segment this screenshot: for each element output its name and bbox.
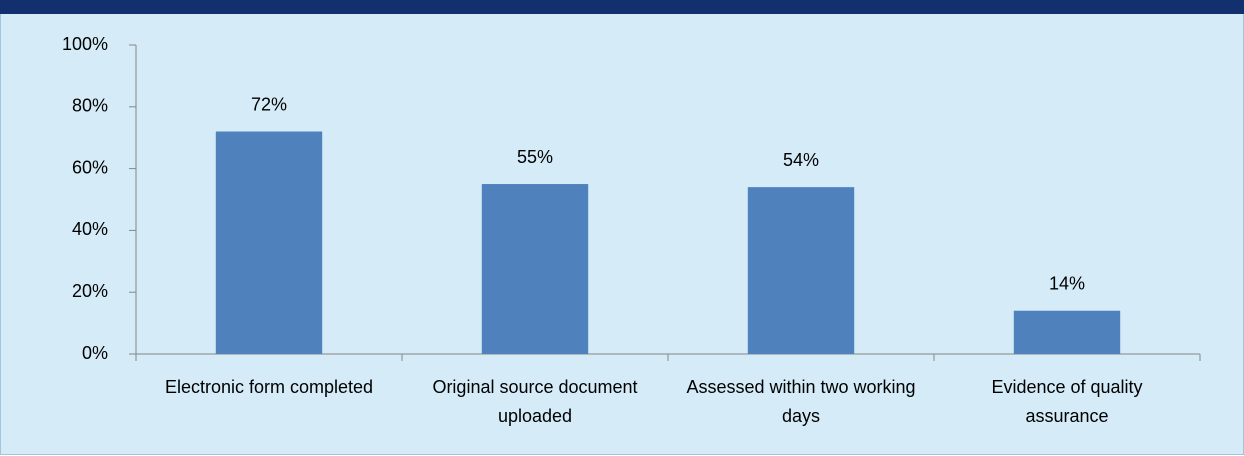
y-tick-label: 20% — [72, 281, 108, 301]
value-label: 14% — [1049, 273, 1085, 293]
y-tick-label: 100% — [62, 34, 108, 54]
chart-panel — [0, 14, 1244, 455]
x-tick-label: Electronic form completed — [164, 377, 374, 397]
bar — [1013, 310, 1121, 354]
value-label: 55% — [517, 147, 553, 167]
y-tick-label: 60% — [72, 157, 108, 177]
y-tick-label: 40% — [72, 219, 108, 239]
y-tick-label: 0% — [82, 343, 108, 363]
x-tick-label: Original source document uploaded — [432, 377, 638, 426]
x-tick-label: Evidence of quality assurance — [991, 377, 1143, 426]
bar — [215, 131, 323, 354]
bar — [747, 187, 855, 354]
value-label: 72% — [251, 94, 287, 114]
bar — [481, 184, 589, 354]
x-tick-label: Assessed within two working days — [686, 377, 916, 426]
y-tick-label: 80% — [72, 96, 108, 116]
header-bar — [0, 0, 1244, 14]
value-label: 54% — [783, 150, 819, 170]
